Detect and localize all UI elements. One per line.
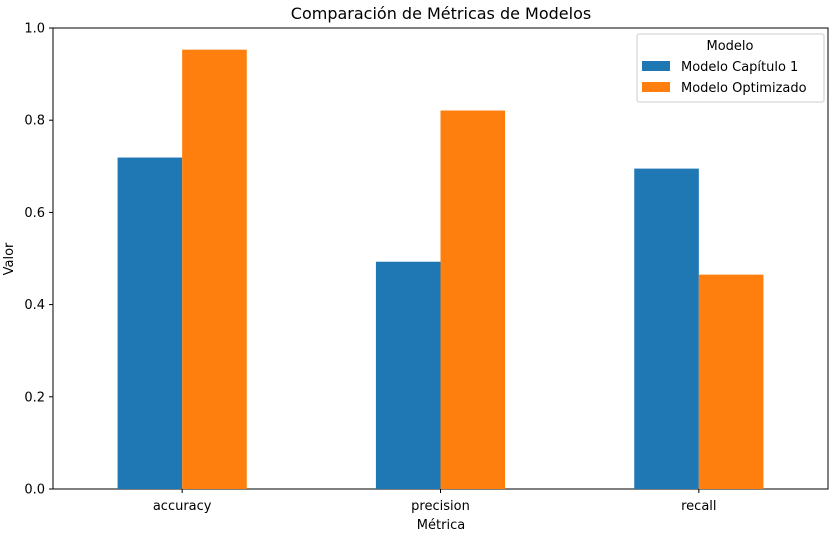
y-tick-label: 0.0 [24, 483, 45, 498]
bars-layer [117, 49, 764, 490]
legend-frame [636, 33, 825, 103]
bar-recall-series-1 [634, 168, 699, 490]
bar-accuracy-series-2 [182, 49, 247, 490]
legend-label: Modelo Optimizado [681, 81, 807, 96]
bar-precision-series-1 [375, 261, 441, 489]
y-tick-label: 0.6 [24, 206, 45, 221]
chart-title: Comparación de Métricas de Modelos [291, 4, 591, 23]
bar-accuracy-series-1 [117, 157, 183, 489]
bar-recall-series-2 [698, 274, 764, 489]
x-tick-label: precision [411, 499, 470, 514]
y-tick-label: 0.4 [24, 298, 45, 313]
x-tick-label: accuracy [153, 499, 212, 514]
legend-label: Modelo Capítulo 1 [681, 60, 798, 75]
bar-precision-series-2 [440, 110, 506, 490]
legend-items: Modelo Capítulo 1 Modelo Optimizado [642, 60, 807, 96]
legend-swatch [642, 82, 670, 92]
x-axis-label: Métrica [417, 518, 465, 533]
legend: Modelo Modelo Capítulo 1 Modelo Optimizad… [636, 33, 825, 103]
legend-swatch [642, 61, 670, 71]
y-axis-label: Valor [2, 242, 17, 275]
x-tick-label: recall [681, 499, 716, 514]
y-tick-label: 0.2 [24, 390, 45, 405]
x-axis: accuracy precision recall [153, 489, 717, 514]
legend-title: Modelo [707, 39, 754, 54]
y-axis: 0.0 0.2 0.4 0.6 0.8 1.0 [24, 22, 53, 498]
y-tick-label: 1.0 [24, 22, 45, 37]
y-tick-label: 0.8 [24, 114, 45, 129]
